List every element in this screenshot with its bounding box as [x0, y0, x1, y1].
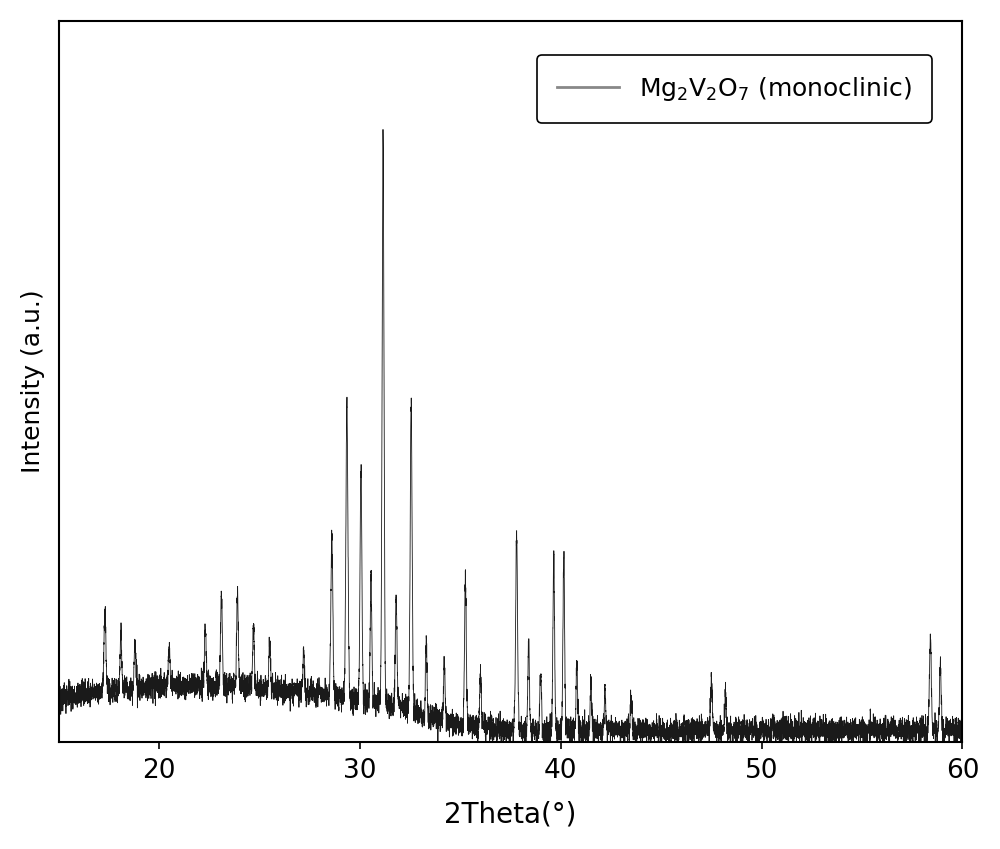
X-axis label: 2Theta(°): 2Theta(°)	[444, 800, 577, 828]
Legend: Mg$_2$V$_2$O$_7$ (monoclinic): Mg$_2$V$_2$O$_7$ (monoclinic)	[537, 55, 932, 123]
Y-axis label: Intensity (a.u.): Intensity (a.u.)	[21, 290, 45, 474]
